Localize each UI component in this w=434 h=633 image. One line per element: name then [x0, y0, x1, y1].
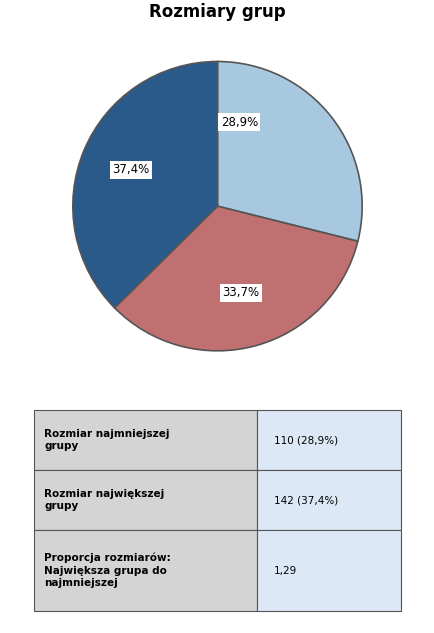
- Wedge shape: [72, 61, 217, 308]
- Text: Rozmiar najmniejszej
grupy: Rozmiar najmniejszej grupy: [44, 429, 169, 451]
- Bar: [34, 410, 256, 470]
- Bar: [256, 410, 400, 470]
- Text: 1,29: 1,29: [273, 565, 296, 575]
- Text: 142 (37,4%): 142 (37,4%): [273, 495, 337, 505]
- Title: Rozmiary grup: Rozmiary grup: [149, 3, 285, 21]
- Text: Proporcja rozmiarów:
Największa grupa do
najmniejszej: Proporcja rozmiarów: Największa grupa do…: [44, 553, 171, 588]
- Bar: [34, 470, 256, 530]
- Text: Rozmiar największej
grupy: Rozmiar największej grupy: [44, 489, 164, 511]
- Wedge shape: [217, 61, 362, 241]
- Text: 33,7%: 33,7%: [222, 286, 259, 299]
- Bar: [256, 470, 400, 530]
- Text: 37,4%: 37,4%: [112, 163, 149, 177]
- Bar: [34, 530, 256, 611]
- Bar: [256, 530, 400, 611]
- Text: 28,9%: 28,9%: [220, 116, 257, 128]
- Wedge shape: [114, 206, 357, 351]
- Text: 110 (28,9%): 110 (28,9%): [273, 436, 337, 445]
